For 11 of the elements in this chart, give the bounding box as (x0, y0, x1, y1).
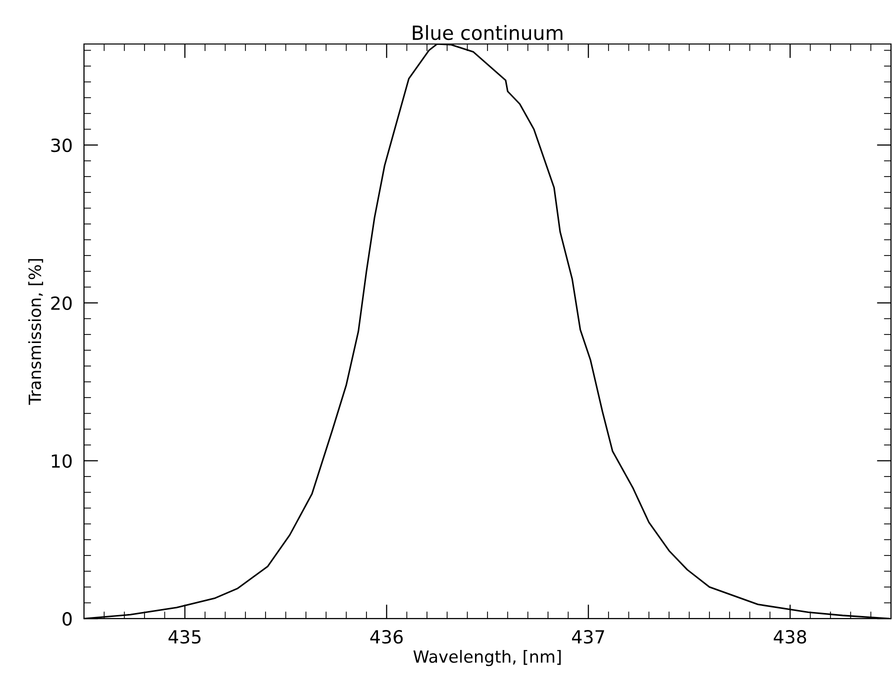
x-tick-label: 436 (370, 630, 403, 644)
y-tick-label: 10 (52, 454, 72, 468)
x-tick-label: 435 (168, 630, 201, 644)
y-tick-label: 30 (51, 138, 72, 152)
y-tick-label: 0 (62, 612, 72, 626)
x-axis-title: Wavelength, [nm] (413, 650, 561, 666)
y-axis-title: Transmission, [%] (28, 259, 44, 405)
y-tick-label: 20 (51, 296, 72, 310)
chart-title: Blue continuum (412, 25, 562, 40)
x-tick-label: 438 (774, 630, 806, 644)
x-tick-label: 437 (572, 630, 604, 644)
